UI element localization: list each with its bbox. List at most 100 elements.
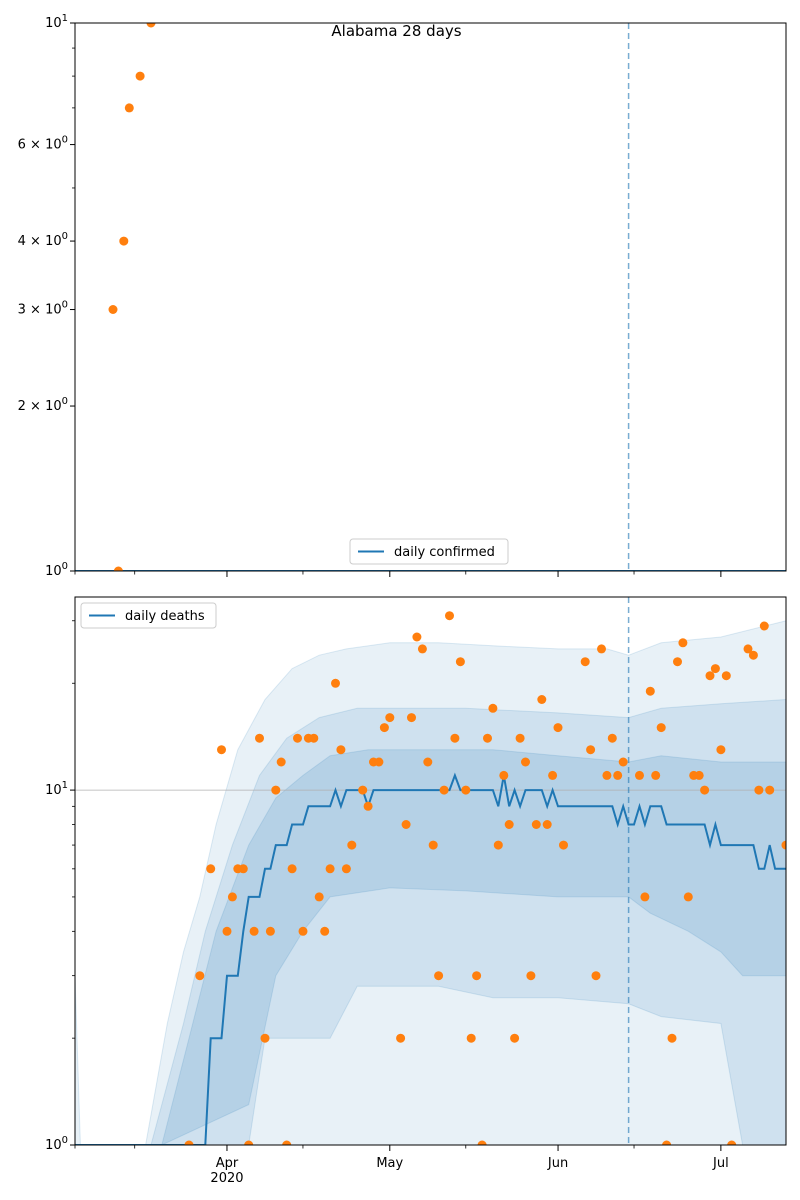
data-point: [521, 757, 530, 767]
data-point: [466, 1033, 476, 1043]
legend-box: [349, 538, 509, 565]
data-point: [282, 1140, 292, 1145]
y-tick-exponent: 0: [62, 396, 68, 407]
data-point: [700, 785, 710, 795]
data-point: [260, 1033, 270, 1043]
data-point: [184, 1140, 194, 1145]
data-point: [423, 757, 433, 767]
y-tick-exponent: 0: [62, 135, 68, 146]
data-point: [108, 305, 118, 314]
data-point: [379, 723, 389, 733]
y-tick-label: 101: [45, 13, 68, 31]
x-tick-label: Apr: [216, 1156, 239, 1171]
data-point: [206, 864, 216, 874]
data-point: [320, 926, 330, 936]
x-tick-label: Jul: [712, 1156, 729, 1171]
plot-area: [75, 597, 786, 1145]
data-point: [727, 1140, 737, 1145]
data-point: [385, 713, 395, 723]
y-tick-base: 3 × 10: [18, 303, 62, 318]
band-mid: [150, 698, 786, 1145]
data-point: [124, 103, 134, 113]
data-point: [363, 801, 373, 811]
data-point: [645, 686, 655, 696]
data-point: [255, 733, 264, 743]
data-point: [662, 1140, 672, 1145]
data-point: [710, 664, 720, 674]
data-point: [504, 820, 514, 829]
data-point: [683, 892, 693, 902]
data-point: [721, 671, 731, 681]
y-tick-base: 10: [45, 783, 62, 798]
data-point: [428, 840, 438, 850]
data-point: [667, 1033, 677, 1043]
y-tick-base: 10: [45, 1138, 62, 1153]
y-tick-label: 100: [45, 1135, 68, 1153]
data-point: [445, 611, 454, 621]
data-point: [119, 236, 129, 246]
y-tick-exponent: 0: [62, 1135, 68, 1146]
data-point: [591, 971, 601, 981]
data-point: [488, 703, 498, 713]
data-point: [656, 723, 666, 733]
data-point: [548, 770, 558, 780]
data-point: [434, 971, 444, 981]
data-point: [396, 1033, 406, 1043]
data-point: [586, 745, 596, 755]
plot-area: [75, 23, 786, 571]
data-point: [472, 971, 482, 981]
data-point: [439, 785, 449, 795]
y-tick-label: 6 × 100: [18, 135, 68, 153]
data-point: [602, 770, 612, 780]
data-point: [195, 971, 205, 981]
data-point: [455, 657, 465, 667]
data-point: [635, 770, 644, 780]
data-point: [309, 733, 319, 743]
data-point: [748, 650, 758, 660]
y-tick-label: 3 × 100: [18, 300, 68, 318]
chart-title: Alabama 28 days: [331, 22, 461, 40]
y-tick-base: 2 × 10: [18, 399, 62, 414]
data-point: [705, 671, 715, 681]
x-tick-year: 2020: [210, 1171, 243, 1186]
y-tick-base: 6 × 10: [18, 138, 62, 153]
x-tick-label: May: [376, 1156, 403, 1171]
y-tick-label: 101: [45, 780, 68, 798]
data-point: [265, 926, 275, 936]
data-point: [781, 840, 786, 850]
data-point: [531, 820, 541, 829]
data-point: [336, 745, 346, 755]
data-point: [559, 840, 568, 850]
data-point: [493, 840, 503, 850]
y-tick-exponent: 0: [62, 300, 68, 311]
data-point: [450, 733, 460, 743]
data-point: [227, 892, 237, 902]
data-point: [146, 23, 156, 28]
data-point: [542, 820, 552, 829]
data-point: [716, 745, 726, 755]
axes-frame: [74, 596, 787, 1146]
data-point: [607, 733, 617, 743]
data-point: [580, 657, 590, 667]
data-point: [515, 733, 525, 743]
data-point: [238, 864, 248, 874]
data-point: [759, 621, 769, 631]
legend: daily confirmed: [349, 538, 509, 565]
y-tick-label: 2 × 100: [18, 396, 68, 414]
data-point: [673, 657, 682, 667]
data-point: [640, 892, 650, 902]
data-point: [417, 644, 427, 654]
data-point: [244, 1140, 254, 1145]
data-point: [287, 864, 297, 874]
data-point: [401, 820, 411, 829]
y-tick-exponent: 1: [62, 13, 68, 24]
data-point: [407, 713, 416, 723]
data-point: [271, 785, 281, 795]
data-point: [537, 695, 547, 704]
data-point: [526, 971, 536, 981]
data-point: [754, 785, 764, 795]
data-point: [325, 864, 335, 874]
